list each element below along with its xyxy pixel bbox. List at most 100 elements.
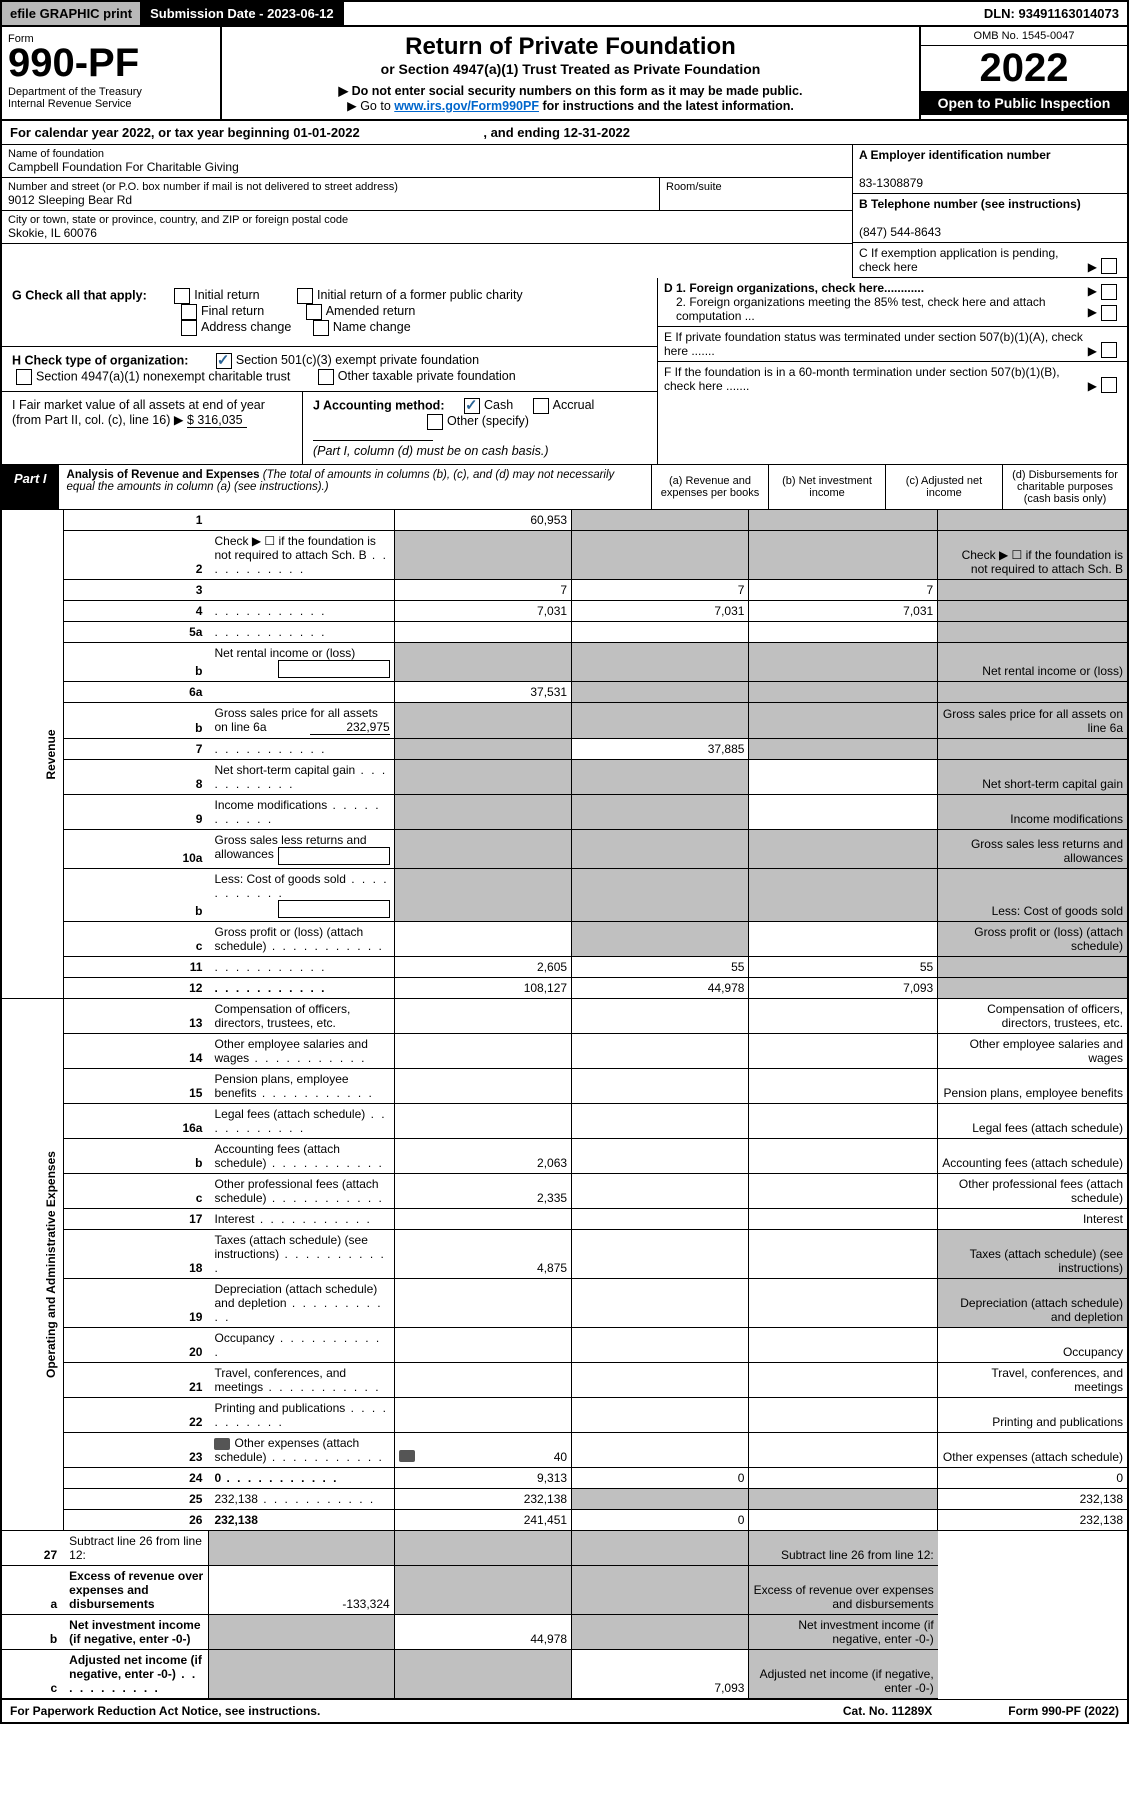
- cell-c: [749, 1433, 938, 1468]
- table-row: 47,0317,0317,031: [1, 601, 1128, 622]
- cell-c: [749, 531, 938, 580]
- cell-c: [749, 1363, 938, 1398]
- line-desc: Occupancy: [208, 1328, 394, 1363]
- h-4947[interactable]: [16, 369, 32, 385]
- table-row: 22Printing and publicationsPrinting and …: [1, 1398, 1128, 1433]
- cell-a: [208, 1650, 394, 1699]
- cell-a: [394, 1209, 571, 1230]
- cell-b: [572, 1328, 749, 1363]
- phone-value: (847) 544-8643: [859, 225, 941, 239]
- line-desc: Net short-term capital gain: [208, 760, 394, 795]
- line-number: 17: [63, 1209, 208, 1230]
- part1-title: Analysis of Revenue and Expenses: [67, 469, 260, 481]
- line-desc: Less: Cost of goods sold: [208, 869, 394, 922]
- line-number: 20: [63, 1328, 208, 1363]
- i-value: $ 316,035: [187, 413, 247, 428]
- cell-a: [208, 1531, 394, 1566]
- cell-c: [749, 1510, 938, 1531]
- omb-no: OMB No. 1545-0047: [921, 27, 1127, 46]
- j-other[interactable]: [427, 414, 443, 430]
- open-public-badge: Open to Public Inspection: [921, 91, 1127, 115]
- submission-date: Submission Date - 2023-06-12: [142, 2, 344, 25]
- line-desc: [208, 957, 394, 978]
- g-initial-former[interactable]: [297, 288, 313, 304]
- foundation-info: Name of foundation Campbell Foundation F…: [0, 145, 1129, 278]
- cell-b: 7: [572, 580, 749, 601]
- cell-d: 232,138: [938, 1510, 1128, 1531]
- cell-a: [394, 922, 571, 957]
- attachment-icon[interactable]: [214, 1438, 230, 1450]
- cell-d: Pension plans, employee benefits: [938, 1069, 1128, 1104]
- cell-c: [749, 760, 938, 795]
- cell-c: [749, 510, 938, 531]
- cell-a: [394, 1034, 571, 1069]
- cell-c: [749, 1174, 938, 1209]
- table-row: 5a: [1, 622, 1128, 643]
- cell-b: [572, 1279, 749, 1328]
- h-other-taxable[interactable]: [318, 369, 334, 385]
- g-final-return[interactable]: [181, 304, 197, 320]
- line-desc: 0: [208, 1468, 394, 1489]
- col-c-header: (c) Adjusted net income: [885, 465, 1002, 509]
- line-desc: [208, 978, 394, 999]
- g-name-change[interactable]: [313, 320, 329, 336]
- page-footer: For Paperwork Reduction Act Notice, see …: [0, 1699, 1129, 1724]
- cell-c: [749, 1034, 938, 1069]
- cell-a: 232,138: [394, 1489, 571, 1510]
- g-address-change[interactable]: [181, 320, 197, 336]
- line-number: 10a: [63, 830, 208, 869]
- h-501c3[interactable]: [216, 353, 232, 369]
- cell-d: Legal fees (attach schedule): [938, 1104, 1128, 1139]
- line-number: 14: [63, 1034, 208, 1069]
- j-label: J Accounting method:: [313, 398, 444, 412]
- table-row: 17InterestInterest: [1, 1209, 1128, 1230]
- cell-d: Depreciation (attach schedule) and deple…: [938, 1279, 1128, 1328]
- line-number: c: [63, 1174, 208, 1209]
- tax-year: 2022: [921, 46, 1127, 91]
- cell-b: 44,978: [394, 1615, 571, 1650]
- footer-left: For Paperwork Reduction Act Notice, see …: [2, 1700, 835, 1722]
- line-desc: Net rental income or (loss): [208, 643, 394, 682]
- foundation-name: Campbell Foundation For Charitable Givin…: [8, 160, 846, 174]
- g-amended[interactable]: [306, 304, 322, 320]
- cell-a: 60,953: [394, 510, 571, 531]
- cell-b: [572, 1104, 749, 1139]
- cell-d: [938, 739, 1128, 760]
- cell-d: [938, 510, 1128, 531]
- e-checkbox[interactable]: [1101, 342, 1117, 358]
- line-desc: Legal fees (attach schedule): [208, 1104, 394, 1139]
- cell-b: 7,031: [572, 601, 749, 622]
- j-cash[interactable]: [464, 398, 480, 414]
- cell-b: 55: [572, 957, 749, 978]
- cell-a: 2,335: [394, 1174, 571, 1209]
- c-checkbox[interactable]: [1101, 258, 1117, 274]
- form990pf-link[interactable]: www.irs.gov/Form990PF: [394, 99, 539, 113]
- line-number: b: [63, 1139, 208, 1174]
- d2-checkbox[interactable]: [1101, 305, 1117, 321]
- cell-a: [394, 531, 571, 580]
- cell-c: [749, 703, 938, 739]
- cell-d: Interest: [938, 1209, 1128, 1230]
- cell-b: [572, 760, 749, 795]
- irs: Internal Revenue Service: [8, 98, 214, 110]
- d1-checkbox[interactable]: [1101, 284, 1117, 300]
- line-desc: Travel, conferences, and meetings: [208, 1363, 394, 1398]
- cell-a: [394, 1069, 571, 1104]
- name-label: Name of foundation: [8, 148, 846, 160]
- cell-c: [749, 739, 938, 760]
- cell-c: [749, 999, 938, 1034]
- efile-print-button[interactable]: efile GRAPHIC print: [2, 2, 142, 25]
- cell-a: 9,313: [394, 1468, 571, 1489]
- j-accrual[interactable]: [533, 398, 549, 414]
- cell-d: Compensation of officers, directors, tru…: [938, 999, 1128, 1034]
- cell-a: [394, 869, 571, 922]
- cell-d: Subtract line 26 from line 12:: [749, 1531, 938, 1566]
- line-number: 11: [63, 957, 208, 978]
- f-checkbox[interactable]: [1101, 377, 1117, 393]
- g-initial-return[interactable]: [174, 288, 190, 304]
- cell-a: 108,127: [394, 978, 571, 999]
- cell-b: [572, 1433, 749, 1468]
- cell-b: [572, 999, 749, 1034]
- cell-b: [572, 531, 749, 580]
- attachment-icon[interactable]: [399, 1450, 415, 1462]
